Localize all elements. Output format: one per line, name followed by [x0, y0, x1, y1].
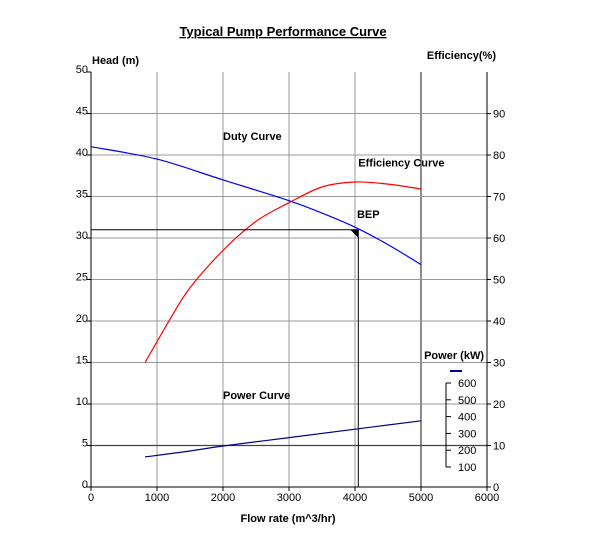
y-left-tick-label: 10	[76, 396, 88, 408]
power-tick-label: 100	[458, 462, 476, 474]
y-left-tick-label: 40	[76, 147, 88, 159]
y-right-tick-label: 80	[493, 150, 505, 162]
power-tick-label: 500	[458, 395, 476, 407]
y-left-tick-label: 20	[76, 313, 88, 325]
chart-title: Typical Pump Performance Curve	[179, 24, 386, 39]
x-tick-label: 3000	[277, 492, 301, 504]
y-left-tick-label: 30	[76, 230, 88, 242]
x-axis-title: Flow rate (m^3/hr)	[240, 513, 335, 525]
x-tick-label: 5000	[409, 492, 433, 504]
y-right-tick-label: 60	[493, 233, 505, 245]
y-right-tick-label: 20	[493, 399, 505, 411]
y-left-tick-label: 5	[82, 438, 88, 450]
efficiency-curve-label: Efficiency Curve	[358, 158, 444, 170]
y-right-tick-label: 90	[493, 109, 505, 121]
y-right-tick-label: 70	[493, 192, 505, 204]
x-tick-label: 6000	[475, 492, 499, 504]
y-left-tick-label: 35	[76, 189, 88, 201]
power-tick-label: 600	[458, 378, 476, 390]
bep-marker	[350, 229, 359, 238]
bep-label: BEP	[357, 209, 380, 221]
series-line-duty-curve	[90, 146, 422, 266]
y-left-tick-label: 15	[76, 355, 88, 367]
x-tick-label: 2000	[211, 492, 235, 504]
y-left-tick-label: 25	[76, 272, 88, 284]
x-tick-label: 4000	[343, 492, 367, 504]
y-left-tick-label: 0	[82, 479, 88, 491]
axes	[87, 71, 491, 491]
y-left-tick-label: 50	[76, 64, 88, 76]
power-tick-label: 200	[458, 445, 476, 457]
series-line-power-curve	[145, 420, 422, 458]
power-tick-label: 300	[458, 428, 476, 440]
series-group	[90, 146, 422, 458]
power-axis: Power (kW) 100 200 300 400 500 600	[424, 350, 484, 474]
tick-labels: 0 1000 2000 3000 4000 5000 6000051015202530354…	[76, 64, 506, 504]
power-curve-label: Power Curve	[223, 390, 290, 402]
y-left-axis-title: Head (m)	[92, 55, 139, 67]
duty-curve-label: Duty Curve	[223, 131, 282, 143]
y-right-axis-title: Efficiency(%)	[427, 50, 496, 62]
power-tick-label: 400	[458, 412, 476, 424]
y-right-tick-label: 30	[493, 358, 505, 370]
annotations: Duty Curve Efficiency Curve Power Curve BEP	[91, 131, 445, 487]
y-left-tick-label: 45	[76, 106, 88, 118]
x-tick-label: 1000	[145, 492, 169, 504]
series-line-efficiency-curve	[144, 181, 422, 363]
y-right-tick-label: 40	[493, 316, 505, 328]
y-right-tick-label: 10	[493, 441, 505, 453]
y-right-tick-label: 50	[493, 275, 505, 287]
y-right-tick-label: 0	[493, 482, 499, 494]
power-axis-title: Power (kW)	[424, 350, 484, 362]
grid-lines	[91, 72, 487, 487]
x-tick-label: 0	[88, 492, 94, 504]
